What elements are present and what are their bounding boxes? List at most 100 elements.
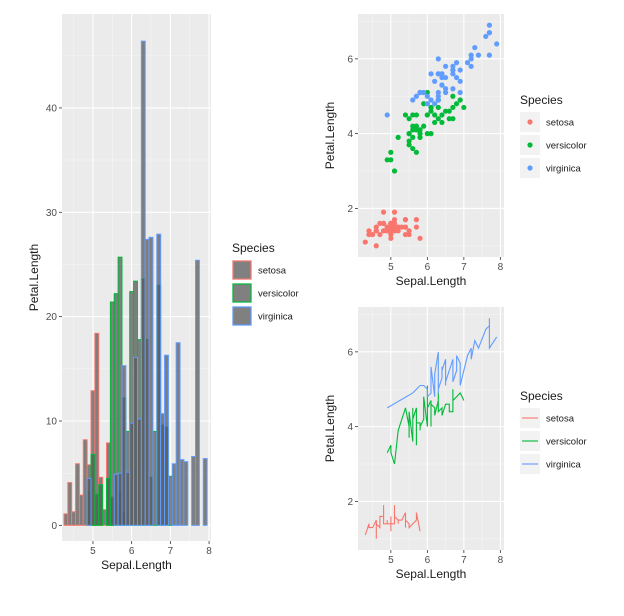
point — [435, 116, 441, 122]
point — [413, 127, 419, 133]
point — [417, 89, 423, 96]
point — [439, 119, 445, 126]
point — [413, 217, 419, 223]
bar — [86, 477, 92, 526]
point — [424, 131, 430, 137]
bar — [202, 458, 208, 526]
bar — [94, 493, 100, 526]
legend-label-setosa: setosa — [258, 266, 287, 277]
legend-label-virginica: virginica — [546, 164, 582, 175]
bar — [129, 422, 135, 526]
y-axis-title: Petal.Length — [27, 244, 41, 311]
bar — [171, 463, 177, 526]
point — [432, 119, 438, 126]
bar — [78, 494, 84, 526]
y-tick-label: 2 — [347, 497, 353, 508]
point — [450, 104, 456, 111]
legend-key-setosa — [232, 260, 252, 280]
legend: Species setosa versicolor virginica — [520, 93, 587, 178]
point — [413, 123, 419, 129]
point — [486, 30, 492, 36]
y-axis-title: Petal.Length — [323, 395, 337, 462]
legend-title: Species — [520, 93, 563, 107]
point — [468, 63, 474, 69]
point — [457, 89, 463, 96]
x-tick-label: 6 — [129, 546, 135, 557]
bar — [90, 453, 96, 526]
bar — [136, 418, 142, 526]
point — [439, 74, 445, 81]
point — [388, 149, 394, 155]
y-tick-label: 30 — [46, 208, 58, 219]
point — [362, 239, 368, 245]
x-tick-label: 5 — [388, 262, 394, 273]
x-axis-title: Sepal.Length — [396, 567, 467, 581]
point — [410, 112, 416, 118]
series-versicolor — [384, 89, 467, 174]
point — [435, 93, 441, 99]
point — [461, 104, 467, 111]
bar — [117, 472, 123, 526]
series-line-versicolor — [386, 385, 465, 465]
point — [428, 104, 434, 111]
x-tick-label: 5 — [90, 546, 96, 557]
point — [373, 228, 379, 234]
legend-title: Species — [232, 241, 275, 255]
point — [410, 97, 416, 103]
point — [457, 67, 463, 73]
x-tick-label: 6 — [425, 555, 431, 566]
x-axis-title: Sepal.Length — [101, 558, 172, 572]
x-tick-label: 8 — [498, 262, 504, 273]
point — [417, 131, 423, 137]
point — [388, 157, 394, 163]
bar — [175, 342, 181, 526]
point — [417, 235, 423, 241]
point — [388, 235, 394, 241]
point — [391, 220, 398, 226]
point — [432, 78, 438, 84]
point — [483, 33, 489, 40]
y-tick-label: 40 — [46, 103, 58, 114]
point — [453, 60, 460, 66]
legend-label-versicolor: versicolor — [546, 437, 587, 448]
point — [366, 228, 372, 234]
series-setosa — [362, 209, 423, 249]
point — [424, 101, 430, 107]
point — [384, 157, 390, 163]
bar — [67, 482, 73, 526]
point — [453, 74, 460, 81]
point — [443, 89, 449, 96]
point — [439, 112, 445, 118]
point — [443, 108, 449, 114]
point — [457, 97, 463, 103]
bar — [144, 238, 150, 526]
bar — [63, 513, 69, 526]
x-tick-label: 7 — [168, 546, 174, 557]
point — [395, 228, 401, 234]
series-virginica — [86, 40, 208, 526]
point — [450, 116, 456, 122]
point — [486, 22, 492, 28]
series-virginica — [384, 22, 500, 118]
point — [373, 224, 379, 230]
point — [413, 93, 419, 99]
bar — [148, 236, 154, 526]
point — [395, 134, 401, 140]
y-tick-label: 20 — [46, 312, 58, 323]
point — [377, 231, 383, 238]
point — [428, 71, 434, 77]
bar — [160, 413, 166, 526]
point — [450, 67, 456, 73]
point — [391, 168, 398, 174]
point — [464, 60, 471, 66]
bar — [164, 354, 169, 526]
point — [380, 209, 387, 215]
point — [370, 231, 376, 238]
legend-title: Species — [520, 389, 563, 403]
point — [413, 112, 419, 118]
point — [402, 224, 409, 230]
point — [402, 217, 409, 223]
legend-key-virginica — [527, 165, 533, 171]
bar — [191, 455, 197, 526]
